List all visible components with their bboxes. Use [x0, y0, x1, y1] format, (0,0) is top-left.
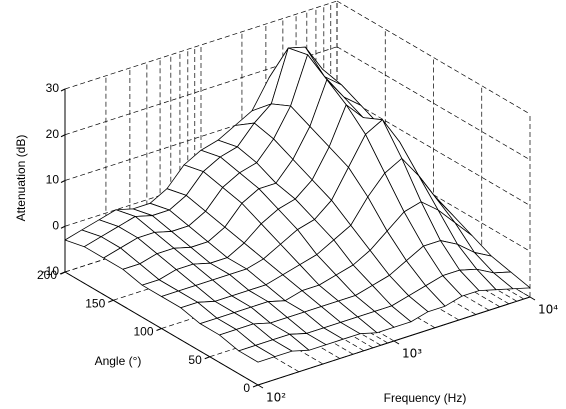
z-tick-label: 30: [46, 81, 60, 95]
y-tick-label: 150: [85, 296, 105, 310]
z-tick: [60, 134, 66, 138]
z-axis-label: Attenuation (dB): [14, 135, 28, 222]
y-tick-label: 200: [37, 268, 57, 282]
z-tick: [60, 88, 66, 92]
mesh-cell: [238, 344, 276, 363]
y-tick: [252, 384, 259, 388]
x-tick: [529, 296, 536, 301]
z-tick-label: 0: [52, 218, 59, 232]
z-tick-label: -10: [42, 264, 60, 278]
y-tick-label: 50: [188, 353, 202, 367]
z-tick-label: 10: [46, 173, 60, 187]
y-tick-label: 0: [243, 381, 250, 395]
y-tick: [156, 328, 162, 331]
wall-grid-line: [336, 92, 531, 206]
x-tick: [257, 384, 264, 389]
y-tick-label: 100: [133, 325, 153, 339]
z-tick-label: 20: [46, 127, 60, 141]
z-tick: [60, 271, 66, 275]
z-tick: [60, 180, 66, 183]
x-axis-label: Frequency (Hz): [384, 391, 467, 405]
x-tick: [393, 340, 400, 345]
z-tick: [60, 225, 66, 229]
wall-grid-line: [336, 0, 531, 115]
y-tick: [108, 299, 114, 303]
wall-grid-line: [336, 137, 531, 252]
y-tick: [204, 356, 210, 360]
wall-grid-line: [336, 46, 531, 161]
x-tick-label: 10³: [402, 347, 422, 361]
y-axis-label: Angle (°): [95, 354, 142, 368]
x-tick-label: 10²: [266, 391, 286, 405]
x-tick-label: 10⁴: [538, 303, 558, 317]
